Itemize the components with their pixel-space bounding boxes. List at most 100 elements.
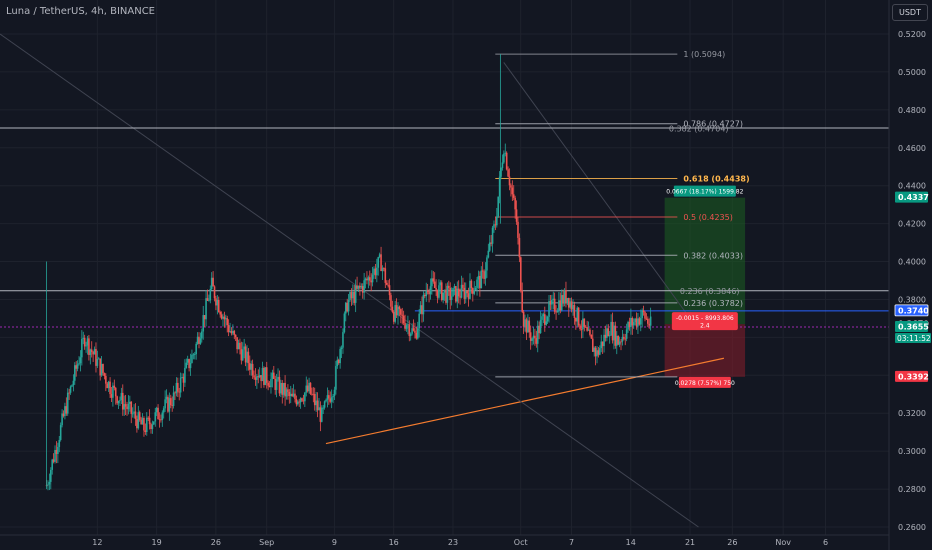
price-badge: 0.3392 bbox=[895, 370, 929, 382]
candle-body bbox=[309, 382, 312, 394]
candle-body bbox=[488, 242, 491, 251]
candle-body bbox=[452, 288, 454, 297]
candle-body bbox=[476, 279, 478, 288]
candle-body bbox=[378, 254, 381, 258]
candle-body bbox=[551, 300, 553, 305]
candle-body bbox=[213, 286, 216, 299]
candle-body bbox=[527, 320, 529, 333]
candle-body bbox=[528, 320, 531, 333]
candle-body bbox=[594, 347, 597, 357]
price-badge: 0.4337 bbox=[895, 191, 929, 203]
candle-body bbox=[239, 342, 241, 350]
candle-body bbox=[584, 326, 587, 328]
candle-body bbox=[519, 257, 522, 291]
candle-body bbox=[55, 450, 58, 454]
candle-body bbox=[126, 406, 128, 410]
candle-body bbox=[318, 407, 320, 411]
candle-body bbox=[253, 375, 255, 378]
price-tick-label: 0.5000 bbox=[898, 68, 926, 77]
candle-body bbox=[335, 366, 337, 390]
candle-body bbox=[333, 389, 336, 396]
candle-body bbox=[390, 295, 392, 307]
candle-body bbox=[480, 270, 483, 289]
target-label: 0.0667 (18.17%) 1599.82 bbox=[666, 185, 744, 197]
candle-body bbox=[617, 335, 619, 345]
candle-body bbox=[536, 325, 539, 344]
candle-body bbox=[649, 316, 652, 326]
candle-body bbox=[591, 338, 594, 352]
currency-button[interactable]: USDT bbox=[892, 4, 928, 21]
candle-body bbox=[579, 325, 581, 330]
candle-body bbox=[232, 330, 234, 334]
candle-body bbox=[196, 336, 199, 344]
candle-body bbox=[411, 328, 413, 334]
candle-body bbox=[363, 280, 365, 293]
candle-body bbox=[319, 407, 322, 422]
candle-body bbox=[603, 334, 605, 347]
candle-body bbox=[179, 377, 182, 393]
candle-body bbox=[73, 365, 76, 381]
price-badge-text: 0.4337 bbox=[898, 193, 929, 202]
price-tick-label: 0.3000 bbox=[898, 447, 926, 456]
candle-body bbox=[79, 357, 82, 364]
candle-body bbox=[535, 338, 538, 344]
candle-body bbox=[322, 407, 324, 409]
candle-body bbox=[198, 336, 200, 344]
candle-body bbox=[383, 268, 385, 269]
candle-body bbox=[614, 325, 617, 346]
candle-body bbox=[457, 288, 460, 297]
candle-body bbox=[524, 319, 526, 327]
candle-body bbox=[582, 318, 584, 330]
candle-body bbox=[531, 338, 533, 341]
candle-body bbox=[54, 450, 56, 462]
candle-body bbox=[361, 286, 364, 293]
candle-body bbox=[549, 301, 552, 305]
candle-body bbox=[593, 347, 595, 352]
candle-body bbox=[295, 398, 298, 405]
candle-body bbox=[559, 300, 562, 311]
candle-body bbox=[306, 385, 309, 392]
candle-body bbox=[288, 391, 291, 396]
candle-body bbox=[95, 349, 97, 366]
candle-body bbox=[572, 305, 574, 310]
candle-body bbox=[496, 216, 498, 226]
candle-body bbox=[68, 392, 70, 394]
candle-body bbox=[175, 382, 178, 394]
candle-body bbox=[243, 346, 245, 350]
candle-body bbox=[299, 398, 302, 403]
candle-body bbox=[575, 317, 577, 322]
candle-body bbox=[548, 301, 550, 317]
candle-body bbox=[267, 382, 269, 386]
candle-body bbox=[553, 298, 556, 312]
candle-body bbox=[337, 359, 340, 364]
price-tick-label: 0.2600 bbox=[898, 523, 926, 532]
candle-body bbox=[160, 419, 162, 421]
candle-body bbox=[353, 291, 356, 303]
candle-body bbox=[144, 430, 147, 433]
candle-body bbox=[493, 224, 495, 228]
candle-body bbox=[117, 400, 120, 404]
candle-body bbox=[472, 288, 474, 294]
candle-body bbox=[521, 290, 524, 312]
candle-body bbox=[517, 221, 519, 238]
candle-body bbox=[445, 289, 447, 303]
candle-body bbox=[236, 337, 238, 350]
candle-body bbox=[494, 224, 497, 226]
candle-body bbox=[304, 392, 306, 402]
candle-body bbox=[558, 300, 560, 311]
candle-body bbox=[76, 364, 79, 369]
candle-body bbox=[446, 285, 449, 303]
candle-body bbox=[462, 284, 464, 288]
candle-body bbox=[148, 417, 151, 425]
candle-body bbox=[134, 411, 137, 420]
candle-body bbox=[93, 349, 96, 355]
stop-label-box bbox=[678, 376, 731, 388]
candle-body bbox=[131, 413, 134, 415]
candle-body bbox=[219, 311, 221, 315]
candle-body bbox=[587, 329, 590, 331]
candle-body bbox=[260, 375, 262, 382]
candle-body bbox=[96, 359, 99, 366]
candle-body bbox=[610, 321, 612, 336]
trend-line bbox=[0, 33, 699, 528]
